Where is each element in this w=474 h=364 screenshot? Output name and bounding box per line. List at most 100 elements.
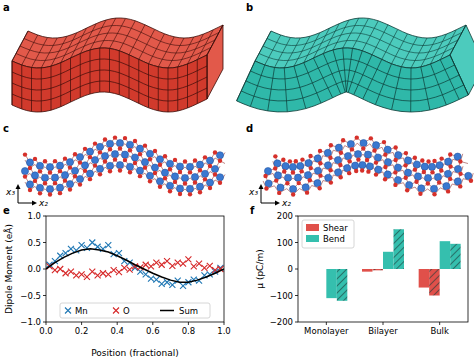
atoms	[263, 135, 473, 196]
tick	[295, 322, 298, 323]
o-atom	[318, 173, 322, 177]
mn-atom	[181, 174, 188, 181]
mn-atom	[46, 185, 53, 192]
mn-atom	[265, 180, 272, 187]
o-atom	[118, 168, 122, 172]
o-atom	[88, 155, 92, 159]
o-atom	[277, 191, 281, 195]
slab-grid	[197, 30, 213, 60]
mn-atom	[465, 172, 472, 179]
mn-atom	[76, 175, 83, 182]
tick	[295, 295, 298, 296]
o-atom	[432, 159, 436, 163]
slab-grid	[410, 68, 411, 112]
mn-atom	[436, 162, 443, 169]
tick	[117, 322, 118, 325]
slab-grid	[61, 33, 77, 63]
point	[89, 269, 95, 275]
o-atom	[329, 143, 333, 147]
bonds	[263, 138, 473, 195]
slab-grid	[363, 59, 382, 99]
mn-atom	[61, 172, 68, 179]
slab-grid	[294, 36, 310, 66]
o-atom	[317, 186, 321, 190]
o-atom	[168, 167, 172, 171]
mn-atom	[454, 178, 461, 185]
slab-grid	[207, 25, 223, 55]
tick-label: −200	[270, 317, 293, 327]
point	[143, 271, 149, 277]
tick	[43, 242, 46, 243]
mn-atom	[428, 163, 435, 170]
slab-grid	[241, 81, 464, 101]
mn-atom	[161, 169, 168, 176]
o-atom	[393, 183, 397, 187]
slab-grid	[177, 67, 178, 111]
slab-grid	[267, 26, 462, 46]
o-atom	[88, 177, 92, 181]
o-atom	[198, 168, 202, 172]
slab-grid	[284, 38, 300, 68]
o-atom	[426, 159, 430, 163]
y-label: μ (pC/m)	[255, 249, 265, 288]
mn-atom	[76, 153, 83, 160]
o-atom	[264, 186, 268, 190]
mn-atom	[36, 162, 43, 169]
o-atom	[138, 152, 142, 156]
point	[68, 269, 74, 275]
point	[105, 242, 111, 248]
mn-atom	[366, 163, 373, 170]
slab-grid	[12, 31, 28, 61]
mn-atom	[46, 163, 53, 170]
mn-atom	[394, 164, 401, 171]
point	[63, 270, 69, 276]
o-atom	[469, 179, 473, 183]
slab-grid	[24, 26, 219, 46]
o-atom	[73, 174, 77, 178]
o-atom	[128, 170, 132, 174]
mn-atom	[374, 154, 381, 161]
data	[46, 240, 224, 289]
slab-grid	[401, 37, 417, 67]
o-atom	[393, 158, 397, 162]
point	[68, 246, 74, 252]
o-atom	[458, 184, 462, 188]
tick	[43, 322, 46, 323]
mn-atom	[413, 161, 420, 168]
mn-atom	[443, 183, 450, 190]
point	[148, 263, 154, 269]
mn-atom	[96, 143, 103, 150]
panel-f: fMonolayerBilayerBulk−200−1000100200μ (p…	[250, 205, 468, 336]
mn-atom	[277, 184, 284, 191]
mn-atom	[274, 160, 281, 167]
mn-atom	[444, 170, 451, 177]
slab-grid	[237, 61, 255, 101]
mn-atom	[151, 164, 158, 171]
axis-label: x₂	[38, 198, 48, 208]
slab-grid	[41, 68, 42, 112]
o-atom	[33, 179, 37, 183]
mn-atom	[395, 152, 402, 159]
bar	[440, 241, 451, 269]
mn-atom	[206, 179, 213, 186]
mn-atom	[289, 163, 296, 170]
arrow-head	[275, 201, 280, 206]
o-atom	[78, 182, 82, 186]
slab-grid	[450, 25, 466, 55]
slab-grid	[129, 25, 145, 55]
bar	[383, 252, 394, 269]
slab-grid	[284, 68, 287, 112]
legend-label: Sum	[179, 306, 198, 316]
bonds	[25, 138, 225, 195]
o-atom	[360, 168, 364, 172]
tick-label: 0.8	[182, 326, 196, 336]
legend: ShearBend	[302, 220, 354, 248]
mn-atom	[284, 174, 291, 181]
x-label: Position (fractional)	[91, 348, 179, 358]
o-atom	[183, 181, 187, 185]
panel-c: x₃x₂	[5, 135, 225, 208]
tick-label: 0.2	[75, 326, 89, 336]
o-atom	[365, 158, 369, 162]
slab-grid	[32, 37, 48, 67]
bar	[362, 269, 373, 272]
